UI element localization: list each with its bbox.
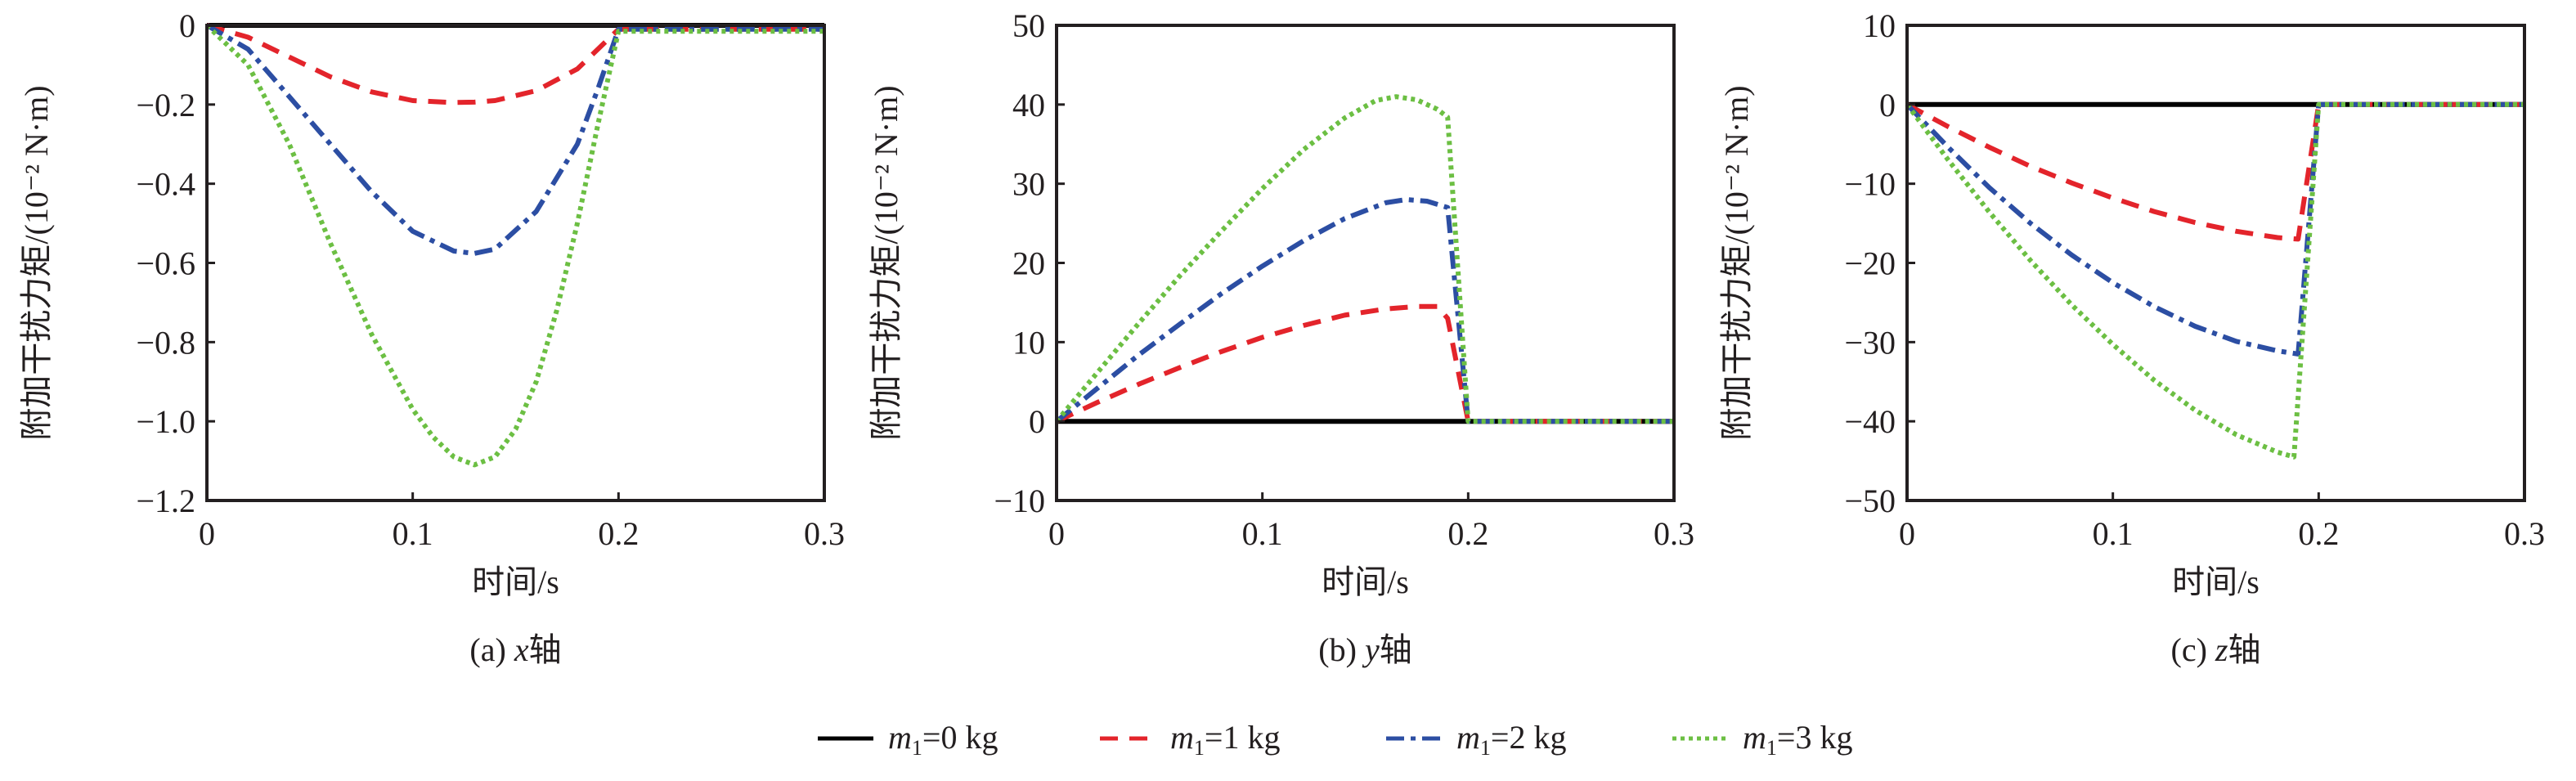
series-line-m1-3kg (204, 23, 824, 468)
x-tick-label: 0 (1899, 515, 1915, 552)
panel-b: 0 0.1 0.2 0.3−1001020304050时间/s附加干扰力矩/(10⁻²… (868, 7, 1694, 668)
x-tick-label: 0.2 (1447, 515, 1488, 552)
series-line-m1-2kg (205, 23, 824, 256)
legend-item-m1-1kg: m1=1 kg (1100, 719, 1280, 760)
x-tick-label: 0.3 (1654, 515, 1694, 552)
y-tick-label: −10 (994, 483, 1045, 519)
panel-caption: (b) y轴 (1318, 631, 1411, 668)
x-axis-label: 时间/s (2172, 563, 2260, 600)
series-group (1905, 101, 2524, 460)
y-tick-label: −30 (1844, 324, 1896, 361)
legend-label: m1=2 kg (1456, 719, 1566, 760)
y-tick-label: 10 (1863, 7, 1896, 44)
series-line-m1-3kg (1054, 94, 1674, 424)
y-tick-label: −0.8 (136, 324, 195, 361)
x-tick-label: 0.2 (598, 515, 639, 552)
y-tick-label: −0.4 (136, 166, 195, 203)
series-line-m1-1kg (1905, 101, 2524, 242)
series-line-m1-1kg (206, 23, 824, 105)
x-tick-label: 0.1 (393, 515, 433, 552)
y-tick-label: 50 (1012, 7, 1045, 44)
series-line-m1-3kg (1905, 101, 2524, 460)
y-axis-label: 附加干扰力矩/(10⁻² N·m) (1718, 85, 1755, 440)
x-tick-label: 0.1 (2093, 515, 2134, 552)
y-tick-label: −1.0 (136, 403, 195, 440)
y-tick-label: 0 (1029, 403, 1045, 440)
y-tick-label: −20 (1844, 245, 1896, 282)
y-axis-label: 附加干扰力矩/(10⁻² N·m) (868, 85, 904, 440)
y-tick-label: 10 (1012, 324, 1045, 361)
x-tick-label: 0 (199, 515, 215, 552)
series-line-m1-1kg (1055, 303, 1674, 424)
panel-caption: (a) x轴 (469, 631, 561, 668)
y-axis-label: 附加干扰力矩/(10⁻² N·m) (18, 85, 55, 440)
plot-frame (1055, 24, 1676, 502)
x-tick-label: 0.1 (1242, 515, 1283, 552)
legend-label: m1=3 kg (1743, 719, 1852, 760)
x-tick-label: 0.2 (2298, 515, 2339, 552)
legend-item-m1-3kg: m1=3 kg (1672, 719, 1852, 760)
x-tick-label: 0.3 (804, 515, 845, 552)
y-tick-label: 30 (1012, 166, 1045, 203)
legend-item-m1-0kg: m1=0 kg (818, 719, 998, 760)
panel-a: 0 0.1 0.2 0.3 −1.2 −1.0 −0.8 −0.6 −0.4 −0.2 0 时间/s 附… (18, 7, 845, 668)
plot-frame (1905, 24, 2526, 502)
panel-caption: (c) z轴 (2171, 631, 2261, 668)
y-tick-label: −10 (1844, 166, 1896, 203)
series-line-m1-2kg (1055, 197, 1674, 424)
y-tick-label: −0.6 (136, 245, 195, 282)
series-group (1054, 94, 1674, 424)
legend-label: m1=0 kg (888, 719, 998, 760)
legend-label: m1=1 kg (1170, 719, 1280, 760)
y-tick-label: −1.2 (136, 483, 195, 519)
legend: m1=0 kg m1=1 kg m1=2 kg m1=3 kg (818, 719, 1852, 760)
legend-item-m1-2kg: m1=2 kg (1386, 719, 1566, 760)
x-tick-label: 0 (1048, 515, 1065, 552)
y-tick-label: 0 (1879, 87, 1896, 123)
y-tick-label: −0.2 (136, 87, 195, 123)
series-group (204, 23, 824, 468)
x-axis-label: 时间/s (472, 563, 559, 600)
y-tick-label: 0 (179, 7, 195, 44)
x-axis-label: 时间/s (1322, 563, 1409, 600)
panel-c: 0 0.1 0.2 0.3 −50 −40 −30 −20 −10 0 10 时间/s 附加干扰力矩/(… (1718, 7, 2545, 668)
y-tick-label: −50 (1844, 483, 1896, 519)
y-tick-label: 20 (1012, 245, 1045, 282)
x-tick-label: 0.3 (2504, 515, 2545, 552)
y-tick-label: −40 (1844, 403, 1896, 440)
y-tick-label: 40 (1012, 87, 1045, 123)
